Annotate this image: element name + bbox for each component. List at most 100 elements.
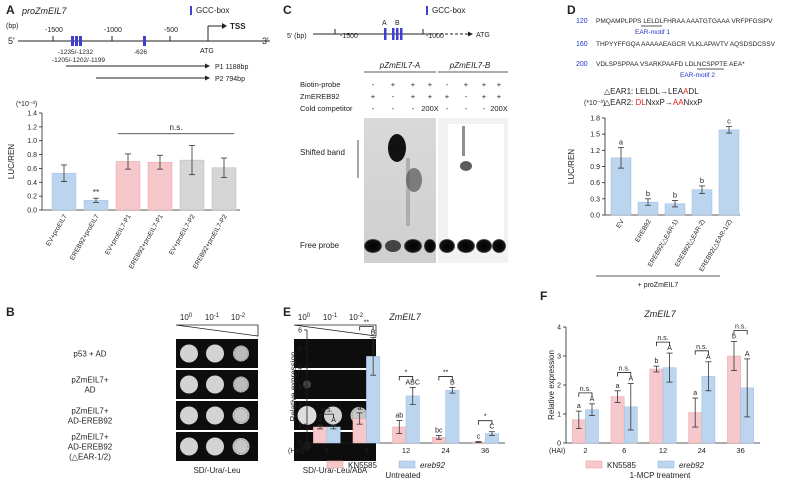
promoter-title: proZmEIL7 — [21, 6, 68, 16]
free-probe-band — [439, 239, 455, 253]
panel-f: F ZmEIL7 (HAI) 1-MCP treatment — [540, 289, 691, 480]
y-tick-label: 0 — [557, 441, 561, 448]
yeast-colony — [180, 406, 198, 425]
gel-title-a: pZmEIL7-A — [379, 61, 420, 70]
significance-letter: b — [646, 189, 650, 198]
fragment-p1-arrow — [205, 63, 210, 69]
lane-sign: + — [411, 92, 416, 101]
significance-letter: a — [616, 383, 620, 390]
free-probe-band — [404, 239, 422, 253]
gel-title-b: pZmEIL7-B — [449, 61, 491, 70]
legend-label: ereb92 — [420, 461, 445, 470]
y-tick-label: 0.0 — [590, 213, 600, 220]
panel-b: B 100 10-1 10-2 100 10-1 10-2 p53 + AD pZmEIL7… — [6, 305, 377, 475]
sig-bracket — [359, 326, 374, 331]
yeast-colony — [232, 438, 250, 455]
y-tick-label: 2 — [557, 383, 561, 390]
lane-sign: + — [371, 92, 376, 101]
chart-a: (*10⁻³) 0.0 0.2 0.4 0.6 0.8 1.0 1.2 1.4 LUC/REN EV… — [7, 101, 240, 270]
tick-label-1500: -1500 — [45, 27, 63, 34]
x-tick-label: EV+proEIL7-P2 — [168, 213, 197, 256]
significance-letter: bc — [435, 427, 443, 434]
sig-bracket — [578, 392, 593, 397]
y-axis-label: Relative expression — [547, 350, 556, 420]
legend-swatch — [585, 460, 603, 469]
significance-letter: c — [477, 433, 481, 440]
yeast-colony — [206, 344, 224, 363]
yeast-colony — [206, 437, 224, 456]
chart-e-condition: Untreated — [385, 471, 420, 480]
yeast-colony — [180, 437, 198, 456]
bar — [147, 161, 173, 211]
sig-label: n.s. — [580, 386, 591, 393]
units-label: (bp) — [6, 23, 18, 30]
ear1-mutation: △EAR1: LELDL→LEAADL — [604, 87, 699, 96]
seq-num-160: 160 — [576, 41, 588, 48]
ns-label: n.s. — [170, 123, 183, 132]
sig-label: ** — [443, 369, 449, 376]
lane-sign: + — [445, 92, 450, 101]
y-tick-label: 0.2 — [27, 194, 37, 201]
ear2-mutation: △EAR2: DLNxxP→AANxxP — [604, 98, 703, 107]
scale-label: (*10⁻³) — [584, 100, 605, 107]
chart-f-xunit: (HAI) — [549, 448, 565, 455]
yeast-colony — [180, 344, 198, 363]
lane-sign: - — [392, 104, 395, 113]
yeast-row-label: AD-EREB92 — [68, 417, 113, 426]
medium-label-1: SD/-Ura/-Leu — [193, 466, 240, 475]
seq-line-120: PMQAMPLPPS LELDLFHRAA AAATGTGAAA VRFPFGS… — [596, 18, 773, 25]
site-label-1235: -1235/-1232 — [58, 49, 93, 56]
site-a-label: A — [382, 20, 387, 27]
sig-label: * — [405, 369, 408, 376]
bar — [610, 396, 625, 444]
chart-e-xunit: (HAI) — [288, 448, 304, 455]
yeast-colony — [206, 406, 224, 425]
medium-label-2: SD/-Ura/-Leu/AbA — [303, 466, 368, 475]
lane-sign: - — [392, 92, 395, 101]
y-tick-label: 1.8 — [590, 116, 600, 123]
row-label-zmereb92: ZmEREB92 — [300, 92, 340, 101]
dilution-label: 10-2 — [231, 313, 246, 322]
dilution-label: 10-1 — [323, 313, 338, 322]
lane-sign: - — [483, 104, 486, 113]
chart-f-title: ZmEIL7 — [643, 309, 677, 319]
significance-letter: B — [450, 379, 455, 386]
sig-label: n.s. — [619, 366, 630, 373]
panel-b-letter: B — [6, 305, 15, 319]
atg-label: ATG — [200, 48, 214, 55]
promoter-arrow — [468, 31, 473, 37]
yeast-colony — [180, 375, 198, 394]
five-prime-label: 5' — [8, 36, 15, 46]
sig-bracket — [438, 376, 453, 381]
sig-bracket — [478, 420, 493, 425]
sig-bracket — [398, 376, 414, 381]
y-tick-label: 1 — [557, 412, 561, 419]
free-probe-band — [492, 239, 506, 253]
yeast-row-label: p53 + AD — [73, 350, 106, 359]
lane-sign: + — [464, 80, 469, 89]
panel-d: D 120 PMQAMPLPPS LELDLFHRAA AAATGTGAAA V… — [567, 3, 776, 289]
gcc-box-site — [143, 36, 146, 46]
chart-f-condition: 1-MCP treatment — [630, 471, 692, 480]
lane-sign: - — [412, 104, 415, 113]
gcc-box-legend-icon — [190, 6, 192, 15]
yeast-row-label: pZmEIL7+ — [71, 433, 108, 442]
free-probe-band — [424, 239, 436, 253]
x-tick-label: EV+proEIL7 — [45, 213, 69, 247]
yeast-colony — [206, 375, 224, 394]
yeast-row-label: AD — [84, 386, 95, 395]
significance-letter: c — [727, 117, 731, 126]
three-prime-label: 3' — [262, 36, 269, 46]
free-probe-band — [457, 239, 475, 253]
sig-label: n.s. — [696, 344, 707, 351]
smear — [462, 126, 465, 156]
y-axis-label: LUC/REN — [567, 149, 576, 184]
gcc-box-site — [392, 28, 395, 40]
free-probe-band — [385, 240, 401, 252]
legend-swatch — [326, 460, 344, 469]
y-tick-label: 4 — [557, 325, 561, 332]
dilution-labels: 100 10-1 10-2 100 10-1 10-2 — [180, 313, 364, 322]
gcc-box-legend: GCC-box — [432, 6, 465, 15]
